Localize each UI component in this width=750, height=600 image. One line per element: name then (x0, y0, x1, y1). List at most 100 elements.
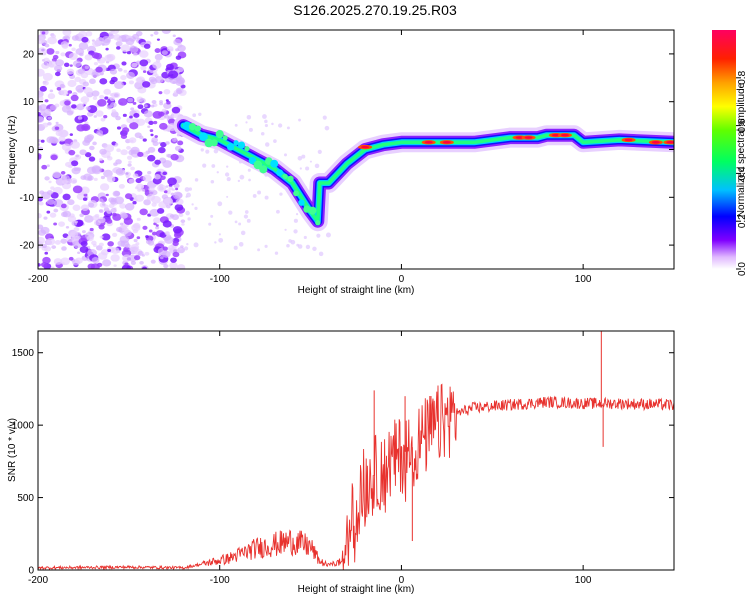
noise-blob (118, 98, 128, 106)
noise-blob (264, 142, 270, 147)
noise-blob (226, 165, 229, 168)
noise-blob (163, 263, 169, 269)
noise-blob (142, 225, 148, 230)
noise-blob (194, 178, 199, 182)
noise-blob (79, 213, 84, 218)
noise-blob (158, 91, 163, 95)
noise-blob (48, 180, 52, 184)
noise-blob (151, 100, 157, 104)
noise-blob (47, 93, 56, 100)
noise-blob (134, 81, 145, 90)
noise-blob (93, 115, 97, 118)
noise-blob (93, 177, 98, 182)
noise-blob (142, 70, 147, 73)
colorbar-tick-label: 0.2 (737, 214, 748, 228)
noise-blob (54, 240, 61, 245)
noise-blob (301, 154, 306, 159)
noise-blob (85, 31, 93, 37)
noise-blob (86, 235, 94, 242)
noise-blob (284, 228, 287, 231)
noise-blob (147, 154, 156, 162)
noise-blob (142, 266, 147, 269)
noise-blob (54, 126, 60, 131)
noise-blob (132, 33, 140, 40)
noise-blob (168, 186, 174, 191)
noise-blob (178, 247, 183, 251)
noise-blob (48, 60, 58, 68)
noise-blob (38, 111, 41, 116)
noise-blob (128, 178, 135, 184)
noise-blob (91, 52, 100, 59)
noise-blob (104, 96, 109, 100)
noise-blob (162, 160, 173, 168)
noise-blob (165, 185, 169, 188)
noise-blob (240, 230, 246, 236)
noise-blob (147, 170, 152, 175)
noise-blob (109, 93, 114, 97)
noise-blob (143, 43, 151, 49)
noise-blob (50, 266, 55, 269)
noise-blob (91, 166, 102, 175)
noise-blob (100, 117, 106, 122)
noise-blob (47, 121, 52, 126)
noise-blob (55, 59, 65, 67)
noise-blob (68, 52, 78, 61)
ridge-blob (287, 175, 294, 182)
noise-blob (108, 203, 115, 209)
noise-blob (60, 203, 67, 209)
noise-blob (38, 263, 41, 267)
noise-blob (60, 89, 69, 96)
noise-blob (248, 127, 253, 132)
noise-blob (168, 70, 179, 79)
noise-blob (257, 190, 262, 195)
noise-blob (60, 238, 68, 244)
noise-blob (133, 52, 138, 57)
noise-blob (132, 173, 139, 179)
noise-blob (194, 206, 198, 210)
noise-blob (40, 262, 48, 268)
noise-blob (234, 220, 238, 224)
noise-blob (71, 47, 76, 52)
noise-blob (134, 186, 139, 190)
noise-blob (106, 155, 111, 159)
noise-blob (217, 201, 223, 207)
noise-blob (130, 107, 135, 111)
x-tick-label: -100 (210, 274, 230, 285)
y-tick-label: 20 (23, 49, 35, 60)
noise-blob (247, 168, 251, 172)
noise-blob (129, 115, 133, 119)
noise-blob (205, 149, 210, 154)
noise-blob (116, 46, 121, 50)
noise-blob (70, 160, 79, 167)
noise-blob (124, 262, 129, 266)
noise-blob (61, 174, 70, 182)
ridge-blob (215, 130, 224, 139)
noise-blob (127, 163, 132, 167)
noise-blob (175, 55, 182, 60)
noise-blob (65, 161, 72, 168)
noise-blob (62, 193, 71, 201)
noise-blob (153, 31, 159, 35)
noise-blob (126, 145, 131, 150)
noise-blob (38, 116, 45, 123)
noise-blob (98, 209, 103, 213)
noise-blob (67, 90, 73, 94)
noise-blob (176, 89, 183, 94)
noise-blob (38, 68, 45, 77)
noise-blob (161, 30, 172, 34)
noise-blob (139, 97, 146, 104)
noise-blob (139, 208, 148, 216)
noise-blob (181, 223, 185, 226)
noise-blob (128, 160, 132, 164)
noise-blob (82, 81, 89, 87)
noise-blob (42, 122, 49, 128)
noise-blob (101, 43, 105, 46)
noise-blob (41, 191, 51, 200)
noise-blob (244, 210, 249, 214)
noise-blob (283, 153, 287, 157)
noise-blob (71, 167, 81, 175)
noise-blob (156, 208, 165, 214)
noise-blob (116, 37, 123, 42)
